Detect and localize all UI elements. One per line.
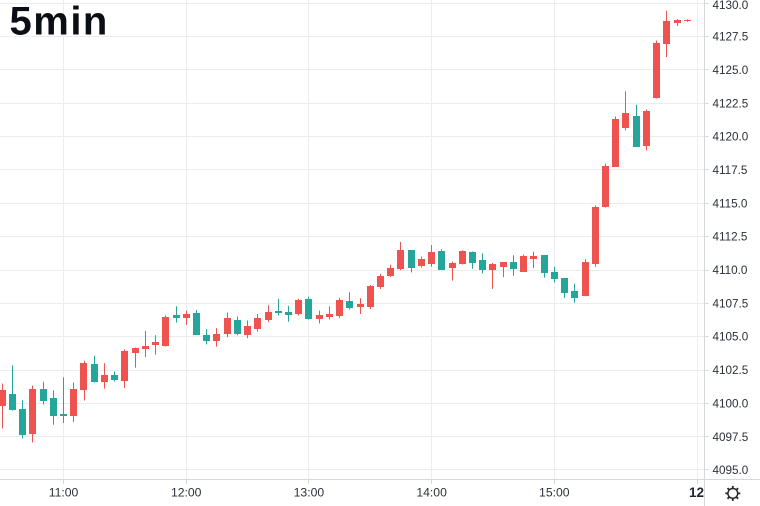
svg-text:4125.0: 4125.0 <box>713 64 749 77</box>
svg-text:4115.0: 4115.0 <box>713 197 748 210</box>
svg-text:4112.5: 4112.5 <box>713 231 748 244</box>
svg-text:4120.0: 4120.0 <box>713 131 749 144</box>
svg-text:4127.5: 4127.5 <box>713 31 749 44</box>
svg-text:4107.5: 4107.5 <box>713 297 749 310</box>
svg-text:11:00: 11:00 <box>49 486 79 500</box>
svg-text:12:00: 12:00 <box>171 486 202 500</box>
svg-text:4095.0: 4095.0 <box>713 464 749 477</box>
svg-text:5min: 5min <box>10 0 109 44</box>
svg-text:4105.0: 4105.0 <box>713 331 749 344</box>
svg-text:4130.0: 4130.0 <box>713 0 749 12</box>
svg-text:4122.5: 4122.5 <box>713 97 749 110</box>
svg-text:4100.0: 4100.0 <box>713 397 749 410</box>
svg-text:15:00: 15:00 <box>539 486 570 500</box>
svg-text:4102.5: 4102.5 <box>713 364 749 377</box>
svg-text:4097.5: 4097.5 <box>713 431 749 444</box>
svg-text:4110.0: 4110.0 <box>713 264 748 277</box>
svg-text:14:00: 14:00 <box>416 486 447 500</box>
svg-text:4117.5: 4117.5 <box>713 164 748 177</box>
svg-text:12: 12 <box>689 485 704 500</box>
svg-text:13:00: 13:00 <box>294 486 325 500</box>
